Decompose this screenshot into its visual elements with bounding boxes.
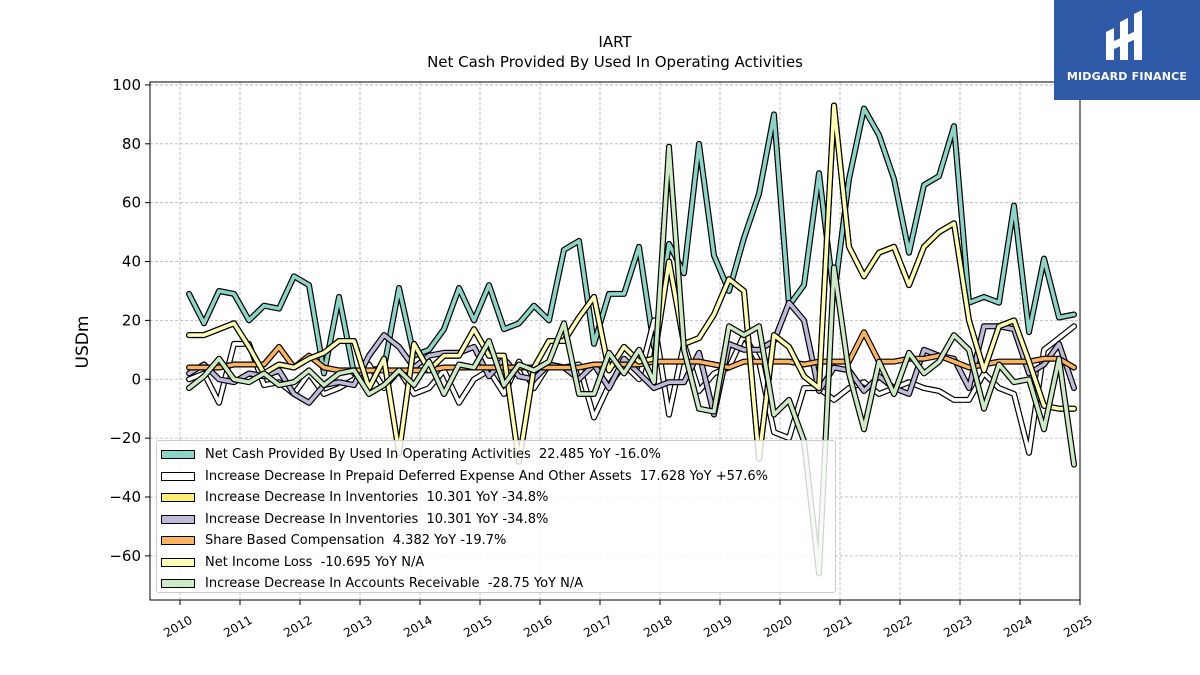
series-line-outline — [186, 105, 1077, 377]
x-tick-label: 2013 — [341, 613, 374, 640]
x-tick-label: 2021 — [821, 613, 854, 640]
series-line — [186, 105, 1077, 377]
legend-item: Net Income Loss -10.695 YoY N/A — [157, 552, 835, 574]
legend-label: Increase Decrease In Accounts Receivable… — [205, 576, 584, 592]
legend-label: Increase Decrease In Inventories 10.301 … — [205, 511, 549, 527]
legend-item: Increase Decrease In Prepaid Deferred Ex… — [157, 466, 835, 488]
y-tick-label: −60 — [109, 547, 141, 565]
chart-legend: Net Cash Provided By Used In Operating A… — [156, 440, 836, 593]
legend-swatch — [161, 557, 195, 567]
legend-swatch — [161, 536, 195, 546]
legend-label: Share Based Compensation 4.382 YoY -19.7… — [205, 533, 507, 549]
legend-label: Net Cash Provided By Used In Operating A… — [205, 447, 661, 463]
y-tick-label: 80 — [122, 135, 141, 153]
legend-item: Increase Decrease In Inventories 10.301 … — [157, 509, 835, 531]
legend-label: Increase Decrease In Inventories 10.301 … — [205, 490, 549, 506]
series-line-stroke — [187, 318, 1076, 455]
y-axis: 100 80 60 40 20 0 −20 −40 −60 — [109, 76, 150, 565]
series-line — [186, 317, 1077, 456]
legend-item: Increase Decrease In Inventories 10.301 … — [157, 487, 835, 509]
y-tick-label: 60 — [122, 194, 141, 212]
legend-swatch — [161, 471, 195, 481]
legend-swatch — [161, 450, 195, 460]
x-axis: 2010 2011 2012 2013 2014 2015 2016 2017 2018 2019… — [161, 600, 1095, 640]
legend-item: Share Based Compensation 4.382 YoY -19.7… — [157, 530, 835, 552]
plot-frame — [149, 81, 1081, 601]
x-tick-label: 2025 — [1061, 613, 1094, 640]
x-tick-label: 2014 — [401, 613, 434, 640]
logo-mark-icon — [1106, 10, 1142, 60]
x-tick-label: 2018 — [641, 613, 674, 640]
x-tick-label: 2016 — [521, 613, 554, 640]
x-tick-label: 2019 — [701, 613, 734, 640]
series-line — [186, 143, 1077, 577]
y-axis-label: USDm — [73, 316, 93, 369]
x-tick-label: 2010 — [161, 613, 194, 640]
x-tick-label: 2015 — [461, 613, 494, 640]
y-tick-label: 40 — [122, 253, 141, 271]
legend-label: Increase Decrease In Prepaid Deferred Ex… — [205, 468, 768, 484]
x-tick-label: 2020 — [761, 613, 794, 640]
series-line-stroke — [187, 145, 1076, 576]
chart-title: IART — [598, 33, 632, 51]
y-tick-label: 0 — [131, 370, 141, 388]
x-tick-label: 2011 — [221, 613, 254, 640]
legend-swatch — [161, 493, 195, 503]
legend-label: Net Income Loss -10.695 YoY N/A — [205, 554, 425, 570]
legend-item: Net Cash Provided By Used In Operating A… — [157, 444, 835, 466]
x-tick-label: 2017 — [581, 613, 614, 640]
chart-subtitle: Net Cash Provided By Used In Operating A… — [427, 53, 803, 71]
x-tick-label: 2024 — [1001, 613, 1034, 640]
legend-swatch — [161, 579, 195, 589]
brand-logo: MIDGARD FINANCE — [1054, 0, 1200, 100]
x-tick-label: 2023 — [941, 613, 974, 640]
x-tick-label: 2012 — [281, 613, 314, 640]
y-tick-label: −40 — [109, 488, 141, 506]
series-line-stroke — [187, 103, 1076, 464]
series-line — [186, 102, 1077, 465]
legend-swatch — [161, 514, 195, 524]
series-line-stroke — [187, 106, 1076, 376]
y-tick-label: −20 — [109, 429, 141, 447]
logo-text: MIDGARD FINANCE — [1066, 70, 1188, 83]
x-tick-label: 2022 — [881, 613, 914, 640]
y-tick-label: 100 — [112, 76, 141, 94]
legend-item: Increase Decrease In Accounts Receivable… — [157, 573, 835, 595]
series-group — [186, 102, 1077, 577]
y-tick-label: 20 — [122, 311, 141, 329]
